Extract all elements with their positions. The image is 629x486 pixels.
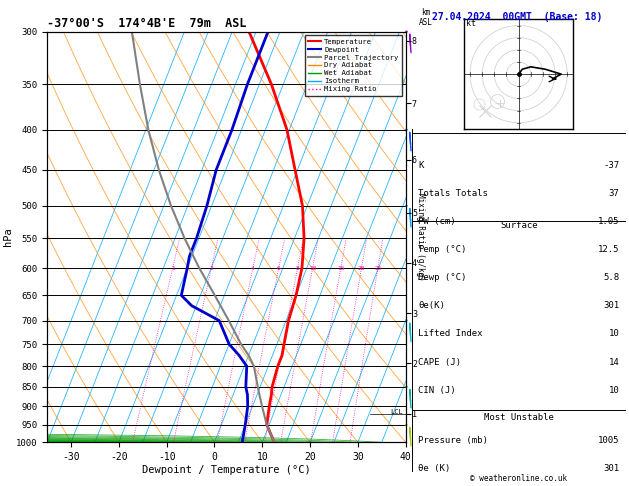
Y-axis label: Mixing Ratio (g/kg): Mixing Ratio (g/kg) [416,193,425,281]
Text: 1: 1 [171,265,174,271]
Text: Dewp (°C): Dewp (°C) [418,273,467,282]
Text: 10: 10 [609,386,620,395]
Text: PW (cm): PW (cm) [418,217,456,226]
Text: 37: 37 [609,189,620,198]
Text: 5.8: 5.8 [603,273,620,282]
Text: Lifted Index: Lifted Index [418,330,483,338]
Text: 10: 10 [309,265,316,271]
Text: Most Unstable: Most Unstable [484,413,554,421]
Text: Surface: Surface [500,222,538,230]
Text: 1.05: 1.05 [598,217,620,226]
X-axis label: Dewpoint / Temperature (°C): Dewpoint / Temperature (°C) [142,465,311,475]
Text: LCL: LCL [391,409,403,415]
Y-axis label: hPa: hPa [3,227,13,246]
Text: Totals Totals: Totals Totals [418,189,488,198]
Legend: Temperature, Dewpoint, Parcel Trajectory, Dry Adiabat, Wet Adiabat, Isotherm, Mi: Temperature, Dewpoint, Parcel Trajectory… [304,35,402,96]
Text: Pressure (mb): Pressure (mb) [418,436,488,445]
Text: K: K [418,161,424,170]
Text: 301: 301 [603,464,620,473]
Text: CIN (J): CIN (J) [418,386,456,395]
Text: -37: -37 [603,161,620,170]
Text: θe(K): θe(K) [418,301,445,310]
Text: 27.04.2024  00GMT  (Base: 18): 27.04.2024 00GMT (Base: 18) [432,12,602,22]
Text: 25: 25 [374,265,382,271]
Text: kt: kt [466,18,476,28]
Text: 301: 301 [603,301,620,310]
Text: -37°00'S  174°4B'E  79m  ASL: -37°00'S 174°4B'E 79m ASL [47,17,247,31]
Text: 12.5: 12.5 [598,245,620,254]
Text: 15: 15 [337,265,345,271]
Text: CAPE (J): CAPE (J) [418,358,462,366]
Text: θe (K): θe (K) [418,464,450,473]
Text: Temp (°C): Temp (°C) [418,245,467,254]
Text: 14: 14 [609,358,620,366]
Text: 20: 20 [358,265,365,271]
Text: 1005: 1005 [598,436,620,445]
Text: © weatheronline.co.uk: © weatheronline.co.uk [470,474,567,483]
Text: km
ASL: km ASL [418,8,432,28]
Text: 10: 10 [609,330,620,338]
Text: 4: 4 [251,265,255,271]
Text: 2: 2 [209,265,213,271]
Text: 6: 6 [277,265,281,271]
Text: 8: 8 [296,265,299,271]
